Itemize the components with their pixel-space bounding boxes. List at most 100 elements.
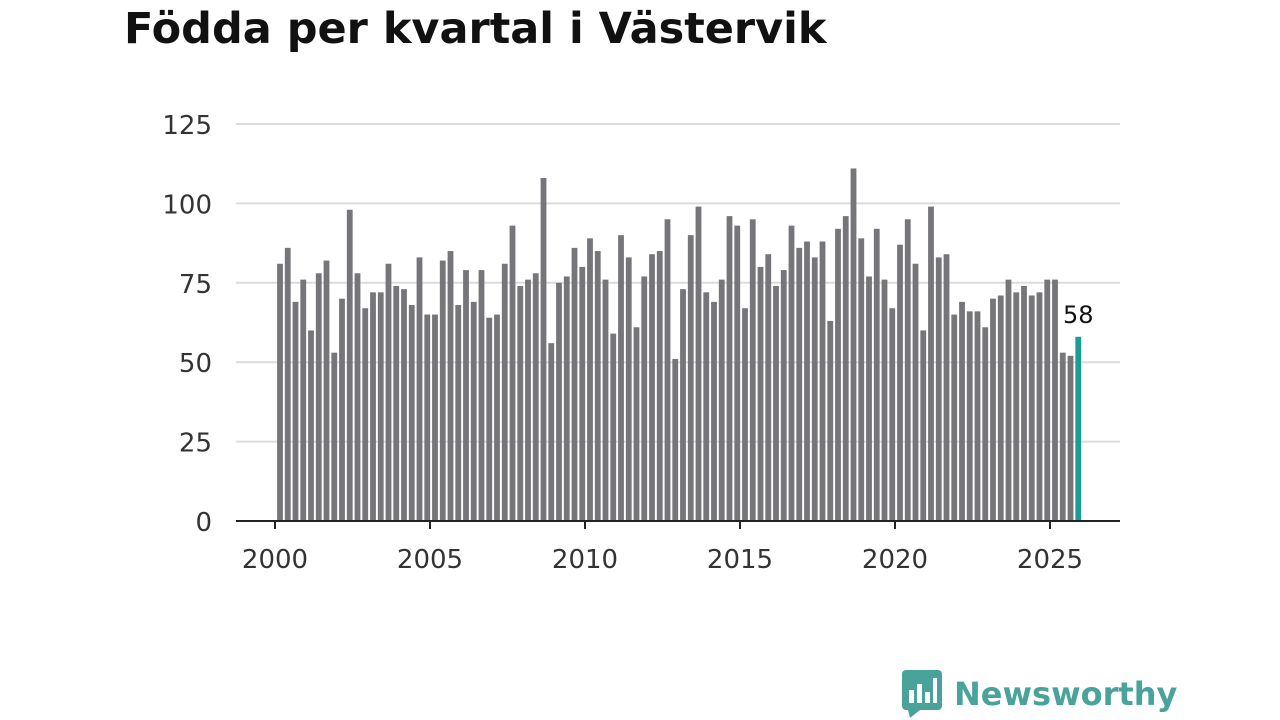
bar [393,285,400,521]
bar [897,244,903,522]
bar [850,168,857,522]
y-axis-ticks: 0 25 50 75 100 125 [162,111,212,538]
x-tick-label: 2025 [1017,545,1083,575]
bar [990,298,996,521]
brand-name: Newsworthy [954,675,1178,713]
bar [982,327,989,521]
y-tick-label: 75 [179,270,212,300]
bar [1044,279,1051,521]
bar [1059,352,1066,521]
highlight-value-label: 58 [1063,301,1094,329]
bar [866,276,872,521]
bar [346,209,353,521]
bar [594,251,601,522]
bar [432,314,438,521]
bar [811,257,818,521]
bar [966,311,973,521]
bar [548,343,555,521]
x-tick-label: 2015 [707,545,773,575]
bars [277,168,1082,522]
bar [292,301,299,521]
bar [951,314,958,521]
highlighted-bar [1075,336,1082,521]
bar [672,359,679,521]
chart-title: Födda per kvartal i Västervik [124,4,827,54]
bar [804,241,810,521]
bar [742,308,748,521]
bar [680,289,686,521]
y-tick-label: 25 [179,429,212,459]
bar [447,251,454,522]
bar [749,219,756,521]
bar [385,263,392,521]
bar [928,206,934,522]
bar [687,235,694,521]
bar [525,279,531,521]
bar [858,238,865,521]
newsworthy-logo: Newsworthy [902,670,1177,718]
bar [579,266,586,521]
bar [486,317,493,521]
bar [997,295,1004,521]
bar [494,314,500,521]
bar [377,292,384,521]
bar [362,308,369,521]
bar [532,273,539,521]
bar [323,260,330,521]
bar [1013,292,1020,521]
bar [726,216,733,521]
bar [455,305,462,521]
bar [881,279,888,521]
bar [827,320,834,521]
bar [904,219,911,521]
x-axis-ticks: 2000 2005 2010 2015 2020 2025 [236,520,1120,575]
x-tick-label: 2020 [862,545,928,575]
bar [1067,355,1074,521]
bar [354,273,361,521]
bar [757,266,764,521]
bar-chart-bubble-icon [902,670,942,718]
bar [284,247,291,521]
bar [315,273,322,521]
bar [501,263,508,521]
y-tick-label: 125 [162,111,212,141]
x-tick-label: 2005 [397,545,463,575]
bar [463,270,469,521]
bar [734,225,741,521]
y-tick-label: 50 [179,349,212,379]
bar [773,285,779,521]
bar [796,247,803,521]
bar [920,330,927,521]
bar [842,216,849,521]
bar [974,311,981,521]
bar [1036,292,1043,521]
bar [470,301,477,521]
bar [664,219,671,521]
bar [695,206,702,522]
bar [277,263,283,521]
bar [300,279,307,521]
bar [401,289,407,521]
bar [1052,279,1058,521]
bar [408,305,415,521]
bar [819,241,826,521]
bar [780,270,787,521]
bar [835,228,841,522]
bar [540,177,547,521]
bar [618,235,624,521]
bar [308,330,314,521]
annotations: 58 [1063,301,1094,329]
bar [943,254,950,521]
bar [370,292,376,521]
bar [339,298,345,521]
bar [633,327,640,521]
bar [602,279,609,521]
x-tick-label: 2010 [552,545,618,575]
bar [1021,285,1027,521]
bar [912,263,919,521]
bar [610,333,617,521]
bar [509,225,516,521]
bar [788,225,795,521]
bar [711,301,717,521]
